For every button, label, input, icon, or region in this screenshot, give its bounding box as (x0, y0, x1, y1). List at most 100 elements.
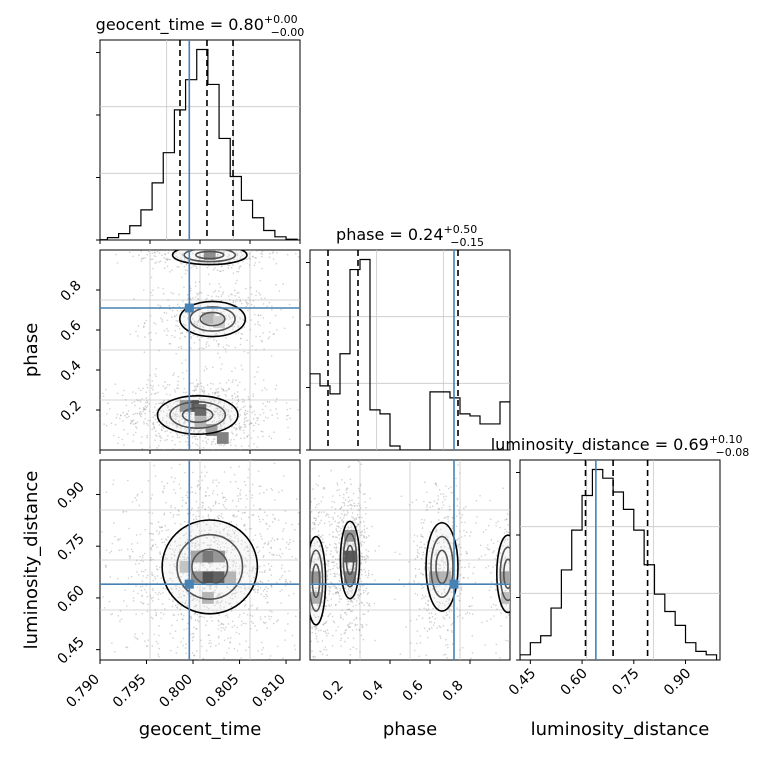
scatter-point (262, 332, 264, 334)
scatter-point (445, 564, 448, 566)
scatter-point (344, 513, 346, 515)
scatter-point (338, 579, 341, 582)
scatter-point (438, 563, 441, 566)
scatter-point (252, 589, 255, 591)
scatter-point (177, 400, 179, 402)
scatter-point (237, 498, 240, 500)
scatter-point (273, 462, 276, 465)
scatter-point (155, 673, 157, 675)
scatter-point (153, 406, 156, 408)
scatter-point (193, 330, 196, 332)
scatter-point (342, 577, 345, 580)
scatter-point (210, 443, 213, 446)
scatter-point (428, 628, 431, 631)
scatter-point (358, 516, 360, 519)
scatter-point (325, 514, 327, 517)
scatter-point (423, 596, 425, 599)
scatter-point (229, 441, 231, 444)
scatter-point (203, 566, 206, 569)
scatter-point (141, 632, 144, 635)
scatter-point (225, 315, 227, 317)
scatter-point (514, 584, 516, 586)
scatter-point (231, 370, 233, 373)
scatter-point (281, 574, 284, 577)
scatter-point (243, 423, 246, 426)
scatter-point (183, 614, 185, 617)
scatter-point (197, 303, 200, 306)
scatter-point (179, 412, 181, 414)
scatter-point (161, 530, 163, 532)
scatter-point (195, 515, 197, 518)
scatter-point (179, 487, 182, 489)
scatter-point (239, 258, 242, 260)
scatter-point (186, 331, 188, 333)
scatter-point (278, 554, 281, 557)
scatter-point (178, 436, 181, 439)
scatter-point (228, 559, 231, 561)
scatter-point (472, 572, 474, 575)
scatter-point (220, 368, 222, 370)
scatter-point (146, 401, 149, 404)
scatter-point (154, 414, 156, 416)
scatter-point (214, 500, 217, 503)
scatter-point (161, 603, 164, 605)
scatter-point (257, 323, 259, 326)
scatter-point (195, 379, 198, 381)
scatter-point (359, 491, 362, 494)
scatter-point (444, 498, 446, 501)
scatter-point (235, 631, 238, 634)
scatter-point (246, 436, 248, 438)
scatter-point (337, 592, 340, 595)
scatter-point (184, 647, 187, 649)
scatter-point (138, 254, 140, 257)
scatter-point (343, 482, 346, 484)
scatter-point (267, 417, 269, 419)
scatter-point (196, 324, 199, 327)
scatter-point (262, 412, 265, 414)
hist-step (100, 48, 298, 240)
scatter-point (219, 413, 222, 416)
scatter-point (280, 567, 283, 569)
scatter-point (194, 247, 196, 249)
scatter-point (160, 526, 163, 528)
scatter-point (317, 534, 319, 537)
scatter-point (255, 250, 258, 252)
scatter-point (251, 566, 254, 569)
scatter-point (304, 639, 306, 641)
scatter-point (492, 551, 494, 554)
scatter-point (144, 640, 146, 642)
scatter-point (220, 240, 222, 242)
scatter-point (426, 504, 428, 506)
scatter-point (281, 552, 284, 555)
scatter-point (494, 588, 497, 591)
scatter-point (127, 479, 129, 482)
scatter-point (432, 540, 435, 543)
scatter-point (182, 637, 185, 640)
scatter-point (422, 551, 425, 554)
scatter-point (325, 597, 328, 599)
scatter-point (147, 379, 149, 381)
scatter-point (436, 502, 438, 504)
scatter-point (311, 528, 314, 530)
scatter-point (151, 380, 153, 382)
scatter-point (249, 286, 252, 289)
scatter-point (193, 654, 196, 657)
scatter-point (320, 500, 323, 503)
scatter-point (313, 562, 315, 565)
scatter-point (340, 532, 343, 535)
scatter-point (310, 651, 312, 654)
scatter-point (319, 521, 321, 524)
scatter-point (217, 517, 220, 520)
scatter-point (358, 629, 361, 632)
scatter-point (305, 535, 307, 537)
scatter-point (123, 389, 125, 392)
scatter-point (504, 556, 507, 558)
scatter-point (419, 642, 422, 644)
scatter-point (356, 577, 358, 580)
scatter-point (237, 400, 240, 403)
scatter-point (162, 385, 165, 388)
scatter-point (465, 552, 468, 555)
scatter-point (305, 587, 307, 589)
scatter-point (436, 584, 439, 587)
scatter-point (232, 515, 234, 517)
